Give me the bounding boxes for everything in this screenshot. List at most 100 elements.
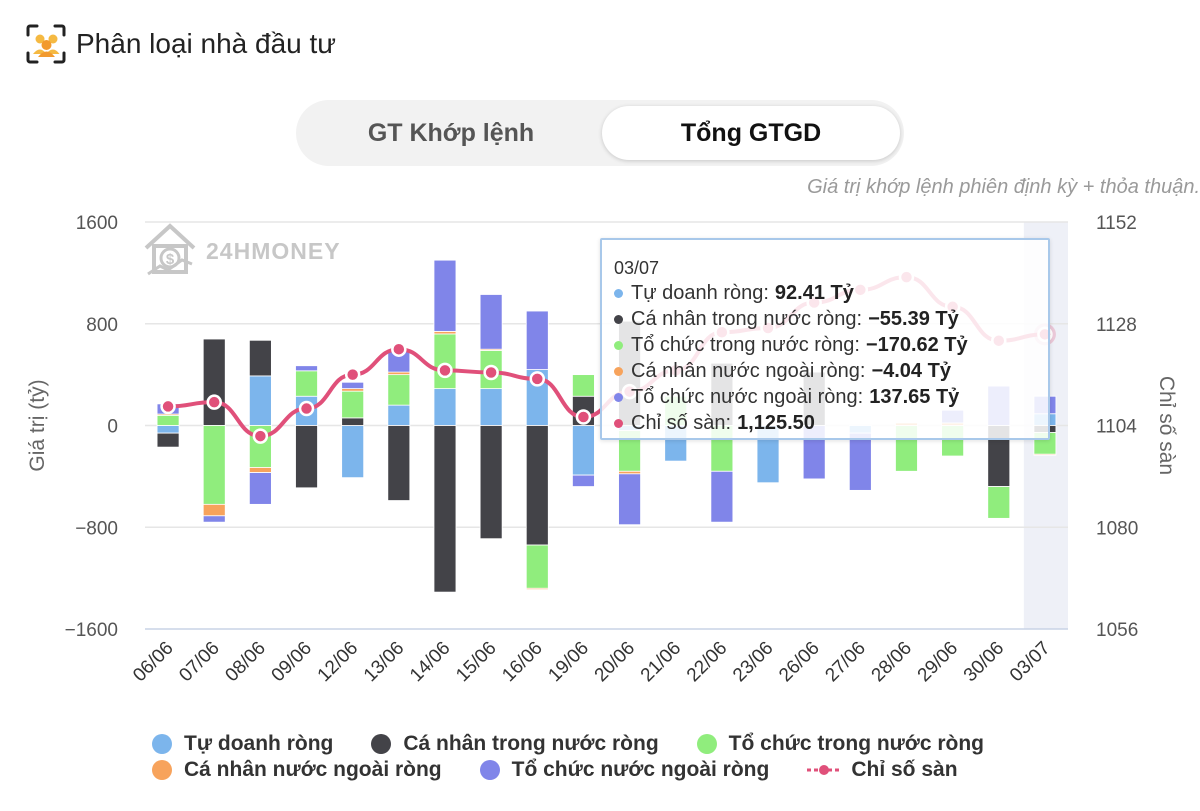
tab-tong-gtgd[interactable]: Tổng GTGD (602, 106, 900, 160)
bar-segment-tu_doanh (479, 388, 503, 426)
legend-line-marker-chi-so-san (807, 765, 842, 775)
index-point (575, 409, 592, 425)
tooltip-value: −55.39 Tỷ (868, 308, 959, 330)
svg-text:$: $ (166, 251, 175, 268)
tooltip-row: Tổ chức nước ngoài ròng: 137.65 Tỷ (614, 386, 959, 409)
chart-note: Giá trị khớp lệnh phiên định kỳ + thỏa t… (807, 176, 1200, 198)
tooltip-label: Chỉ số sàn: (631, 412, 732, 434)
y2-axis-title: Chỉ số sàn (1155, 376, 1178, 475)
bar-segment-to_chuc_nuoc_ngoai (572, 474, 595, 487)
x-tick-label: 15/06 (452, 638, 500, 686)
x-tick-label: 08/06 (221, 638, 269, 686)
watermark-logo: $ 24HMONEY (142, 222, 341, 280)
index-point (344, 366, 361, 383)
investor-group-icon (26, 24, 66, 64)
legend-item-ca-nhan-nuoc-ngoai[interactable]: Cá nhân nước ngoài ròng (152, 758, 442, 782)
tooltip-label: Tổ chức nước ngoài ròng: (631, 386, 864, 408)
index-point (160, 398, 176, 415)
legend-label: Cá nhân nước ngoài ròng (184, 758, 442, 781)
x-tick-label: 14/06 (406, 638, 454, 686)
watermark-text: 24HMONEY (206, 237, 341, 264)
y-tick-label: 1600 (76, 213, 118, 234)
bar-segment-to_chuc_trong_nuoc (156, 414, 180, 426)
tooltip-row: Chỉ số sàn: 1,125.50 (614, 412, 815, 435)
tooltip-row: Cá nhân trong nước ròng: −55.39 Tỷ (614, 308, 959, 331)
legend-dot-tu-doanh (152, 734, 172, 754)
bar-segment-to_chuc_trong_nuoc (341, 390, 365, 419)
bar-segment-tu_doanh (156, 425, 180, 434)
tooltip-date: 03/07 (614, 258, 660, 278)
y2-tick-label: 1080 (1096, 518, 1138, 539)
tooltip-value: 1,125.50 (737, 412, 815, 434)
bar-segment-ca_nhan_trong_nuoc (479, 425, 503, 540)
tooltip-bullet-to-chuc-trong-nuoc (614, 341, 623, 350)
bar-segment-ca_nhan_trong_nuoc (433, 425, 457, 593)
bar-segment-to_chuc_trong_nuoc (387, 374, 411, 406)
x-tick-label: 22/06 (683, 638, 731, 686)
legend-item-tu-doanh[interactable]: Tự doanh ròng (152, 732, 333, 756)
y2-tick-label: 1104 (1096, 417, 1137, 438)
y-tick-label: 0 (107, 417, 118, 438)
bar-segment-ca_nhan_nuoc_ngoai (1033, 453, 1057, 456)
x-tick-label: 06/06 (129, 638, 177, 686)
bar-segment-to_chuc_trong_nuoc (433, 333, 457, 390)
legend-item-to-chuc-trong-nuoc[interactable]: Tổ chức trong nước ròng (696, 732, 984, 756)
y-axis-title: Giá trị (tỷ) (26, 379, 49, 471)
legend-row-1: Tự doanh ròng Cá nhân trong nước ròng Tổ… (152, 732, 984, 756)
y2-tick-label: 1056 (1096, 620, 1138, 641)
bar-segment-to_chuc_trong_nuoc (295, 370, 318, 397)
tab-gt-khop-lenh[interactable]: GT Khớp lệnh (367, 118, 535, 147)
tooltip-row: Tự doanh ròng: 92.41 Tỷ (614, 282, 854, 305)
legend-label: Tổ chức trong nước ròng (728, 732, 984, 755)
legend-item-chi-so-san[interactable]: Chỉ số sàn (807, 758, 958, 782)
section-title: Phân loại nhà đầu tư (76, 28, 337, 59)
x-tick-label: 21/06 (637, 638, 685, 686)
bar-segment-to_chuc_nuoc_ngoai (848, 432, 872, 491)
index-point (298, 400, 315, 417)
x-tick-label: 03/07 (1006, 638, 1054, 686)
tooltip-row: Tổ chức trong nước ròng: −170.62 Tỷ (614, 334, 968, 357)
bar-segment-to_chuc_nuoc_ngoai (479, 294, 503, 350)
tooltip-label: Tự doanh ròng: (631, 282, 769, 304)
bar-segment-to_chuc_nuoc_ngoai (341, 381, 365, 390)
bar-segment-to_chuc_trong_nuoc (572, 374, 595, 397)
bar-segment-to_chuc_nuoc_ngoai (618, 473, 641, 526)
bar-segment-ca_nhan_trong_nuoc (341, 417, 365, 426)
index-point (437, 362, 453, 379)
legend-dot-to-chuc-nuoc-ngoai (479, 760, 500, 780)
index-point (529, 371, 546, 387)
tooltip-bullet-to-chuc-nuoc-ngoai (614, 393, 623, 402)
x-tick-label: 12/06 (314, 638, 362, 686)
bar-segment-ca_nhan_nuoc_ngoai (202, 503, 226, 517)
legend-label: Tự doanh ròng (184, 732, 334, 755)
y-tick-label: −800 (75, 518, 118, 539)
tooltip-value: 137.65 Tỷ (869, 386, 960, 408)
chart-tooltip: 03/07 Tự doanh ròng: 92.41 Tỷ Cá nhân tr… (600, 238, 1050, 440)
bar-segment-to_chuc_nuoc_ngoai (433, 259, 457, 332)
bar-segment-tu_doanh (433, 388, 457, 426)
tooltip-label: Cá nhân nước ngoài ròng: (631, 360, 866, 382)
bar-segment-to_chuc_trong_nuoc (987, 486, 1011, 519)
legend-item-ca-nhan-trong-nuoc[interactable]: Cá nhân trong nước ròng (371, 732, 659, 756)
y2-tick-label: 1152 (1096, 213, 1137, 234)
bar-segment-to_chuc_nuoc_ngoai (248, 472, 272, 505)
bar-segment-to_chuc_nuoc_ngoai (710, 470, 734, 523)
tooltip-value: −170.62 Tỷ (865, 334, 968, 356)
x-tick-label: 27/06 (821, 638, 869, 686)
legend-label: Cá nhân trong nước ròng (403, 732, 659, 755)
bar-segment-tu_doanh (572, 425, 595, 476)
legend-dot-ca-nhan-nuoc-ngoai (152, 760, 172, 780)
x-tick-label: 13/06 (360, 638, 408, 686)
bar-segment-ca_nhan_nuoc_ngoai (248, 467, 272, 473)
tooltip-bullet-tu-doanh (614, 289, 623, 298)
tooltip-row: Cá nhân nước ngoài ròng: −4.04 Tỷ (614, 360, 951, 383)
legend-label: Tổ chức nước ngoài ròng (511, 758, 770, 781)
bar-segment-to_chuc_nuoc_ngoai (525, 310, 549, 370)
tooltip-value: −4.04 Tỷ (871, 360, 951, 382)
bar-segment-to_chuc_trong_nuoc (525, 544, 549, 589)
legend-item-to-chuc-nuoc-ngoai[interactable]: Tổ chức nước ngoài ròng (479, 758, 770, 782)
x-tick-label: 29/06 (914, 638, 962, 686)
x-tick-label: 30/06 (960, 638, 1008, 686)
bar-segment-ca_nhan_trong_nuoc (248, 339, 272, 377)
bar-segment-to_chuc_trong_nuoc (202, 425, 226, 505)
